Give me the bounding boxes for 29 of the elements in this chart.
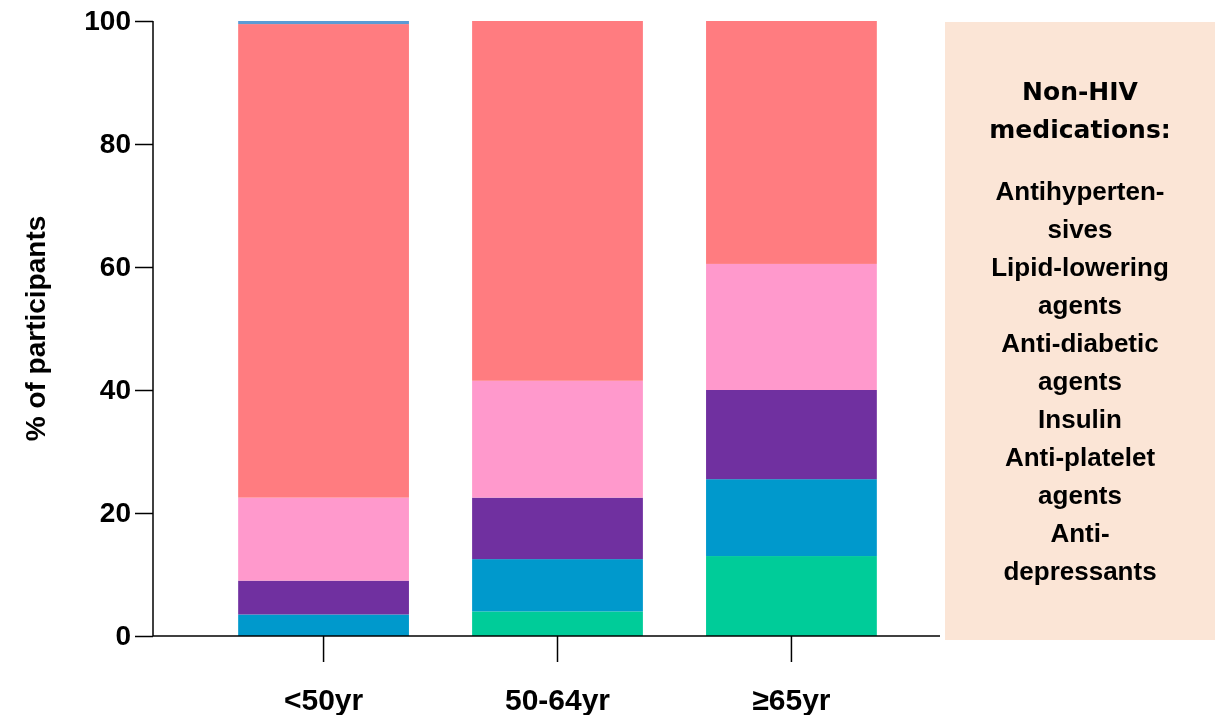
bar [238,614,409,636]
bar [706,390,877,480]
y-tick-label: 20 [99,497,131,529]
bar [706,479,877,557]
bar [472,380,643,498]
bar [706,21,877,264]
y-tick-label: 100 [84,5,131,37]
text: Non-HIV medications: [989,77,1171,144]
text: Lipid-lowering agents [991,252,1169,320]
y-tick-label: 80 [99,128,131,160]
bar [706,556,877,636]
y-tick-label: 60 [99,251,131,283]
y-tick-label: 0 [115,620,131,652]
bar [238,497,409,581]
text: Anti-depressants [1003,518,1157,586]
text: Anti-platelet agents [1004,442,1156,510]
text: Antihyperten-sives [995,176,1165,244]
y-tick-label: 40 [99,374,131,406]
text: Anti-diabetic agents [1001,328,1159,396]
bar [706,263,877,390]
bar [472,611,643,636]
bar [238,24,409,498]
bar [238,580,409,615]
bar [238,21,409,25]
bar [472,21,643,381]
bar [472,497,643,560]
text: Insulin [1038,404,1122,434]
bar [472,559,643,612]
y-axis-title: % of participants [20,215,51,442]
